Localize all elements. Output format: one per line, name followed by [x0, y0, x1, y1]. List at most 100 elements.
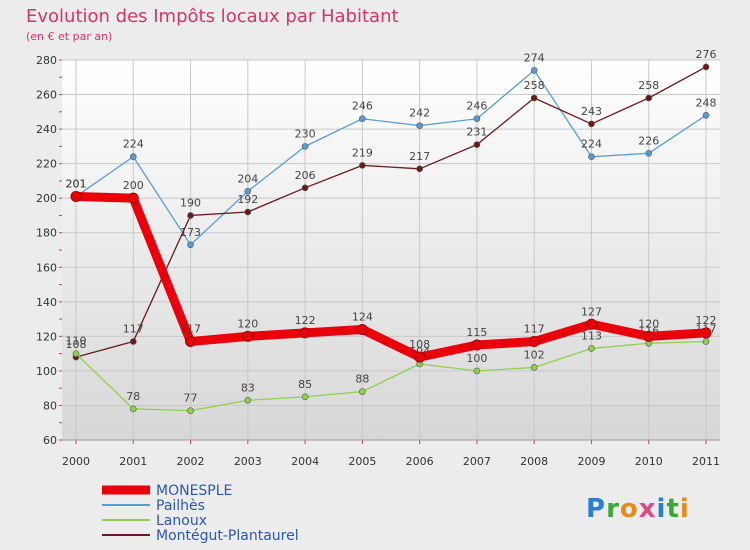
data-point: [244, 208, 252, 216]
grid: [62, 59, 720, 441]
data-point: [185, 336, 197, 348]
y-tick-label: 120: [36, 330, 57, 343]
legend-label: MONESPLE: [156, 483, 232, 499]
data-point: [645, 94, 653, 102]
series-3: 108 117 190 192 206 219 217 231 258 243 258 276: [66, 48, 717, 361]
x-tick-label: 2000: [62, 455, 90, 468]
plot-area: [62, 60, 720, 440]
legend-label: Pailhès: [156, 498, 205, 514]
data-label: 246: [352, 100, 373, 113]
x-tick-label: 2001: [119, 455, 147, 468]
data-label: 117: [123, 323, 144, 336]
data-label: 204: [237, 172, 258, 185]
y-tick-label: 100: [36, 365, 57, 378]
data-label: 217: [409, 150, 430, 163]
data-label: 200: [123, 179, 144, 192]
data-point: [187, 212, 194, 219]
series-0: 201 200 117 120 122 124 108 115 117 127 120 122: [66, 177, 717, 363]
data-point: [129, 405, 137, 413]
data-point: [187, 241, 194, 249]
y-tick-label: 160: [36, 261, 57, 274]
data-point: [588, 345, 595, 352]
data-label: 124: [352, 310, 373, 323]
data-label: 127: [581, 305, 602, 318]
data-point: [129, 153, 137, 161]
data-label: 110: [66, 335, 87, 348]
chart-title: Evolution des Impôts locaux par Habitant: [26, 6, 399, 27]
series-line: [75, 340, 707, 412]
y-tick-label: 200: [36, 192, 57, 205]
y-tick-label: 240: [36, 123, 57, 136]
data-point: [530, 364, 538, 371]
data-label: 258: [638, 79, 659, 92]
proxiti-logo: Proxiti: [586, 494, 690, 524]
chart-subtitle: (en € et par an): [26, 30, 112, 43]
x-tick-label: 2005: [348, 455, 376, 468]
data-point: [356, 323, 368, 335]
data-point: [301, 184, 309, 192]
data-label: 224: [123, 138, 144, 151]
data-point: [588, 120, 595, 128]
data-label: 224: [581, 138, 602, 151]
data-point: [702, 111, 710, 119]
y-tick-label: 180: [36, 227, 57, 240]
data-point: [299, 327, 311, 339]
data-label: 78: [126, 390, 140, 403]
data-label: 117: [524, 323, 545, 336]
data-point: [359, 115, 366, 123]
data-point: [700, 327, 712, 339]
data-label: 120: [638, 317, 659, 330]
data-point: [244, 187, 252, 195]
data-label: 231: [466, 126, 487, 139]
x-tick-label: 2010: [635, 455, 663, 468]
data-point: [187, 407, 194, 414]
data-point: [301, 143, 309, 150]
data-label: 88: [355, 373, 369, 386]
data-point: [359, 388, 366, 395]
x-tick-label: 2004: [291, 455, 319, 468]
data-point: [530, 94, 538, 102]
data-label: 201: [66, 177, 87, 190]
data-label: 117: [180, 323, 201, 336]
data-label: 242: [409, 107, 430, 120]
y-axis: 60 80 100 120 140 160 180 200 220 240 260 280: [36, 54, 62, 447]
data-point: [585, 318, 597, 330]
data-point: [129, 338, 137, 345]
data-point: [702, 63, 710, 71]
legend-label: Lanoux: [156, 513, 207, 529]
data-point: [643, 330, 655, 342]
data-label: 173: [180, 226, 201, 239]
y-tick-label: 60: [43, 434, 57, 447]
svg-text:Proxiti: Proxiti: [586, 494, 690, 524]
series-line: [75, 66, 707, 358]
x-tick-label: 2002: [177, 455, 205, 468]
data-label: 276: [696, 48, 717, 61]
x-tick-label: 2009: [577, 455, 605, 468]
data-label: 120: [237, 317, 258, 330]
y-tick-label: 220: [36, 158, 57, 171]
data-label: 248: [696, 96, 717, 109]
data-point: [530, 67, 538, 74]
data-label: 102: [524, 348, 545, 361]
data-point: [359, 162, 366, 169]
data-point: [416, 165, 423, 173]
data-point: [645, 149, 653, 157]
data-point: [473, 367, 481, 375]
x-tick-label: 2011: [692, 455, 720, 468]
data-label: 85: [298, 378, 312, 391]
series-1: 201 224 173 204 230 246 242 246 274 224 226 248: [66, 51, 717, 249]
data-point: [244, 396, 252, 404]
data-point: [528, 336, 540, 348]
data-label: 206: [295, 169, 316, 182]
data-label: 201: [66, 177, 87, 190]
data-label: 122: [295, 314, 316, 327]
data-label: 83: [241, 381, 255, 394]
data-label: 115: [466, 326, 487, 339]
data-label: 100: [466, 352, 487, 365]
data-point: [471, 339, 483, 351]
data-label: 122: [696, 314, 717, 327]
y-tick-label: 140: [36, 296, 57, 309]
